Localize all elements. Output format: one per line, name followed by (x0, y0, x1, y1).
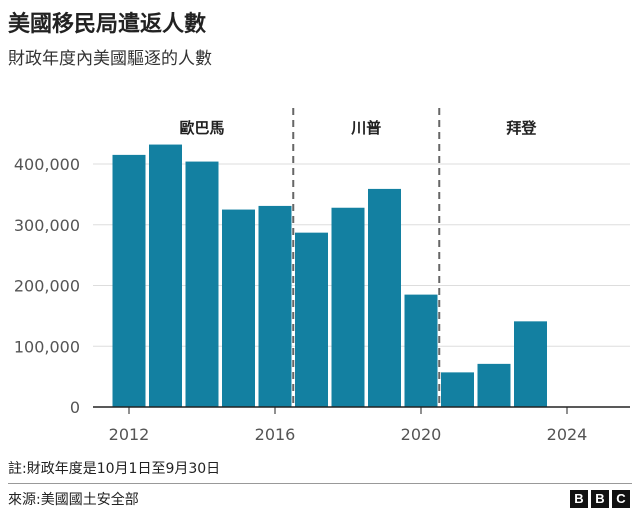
x-tick-label: 2024 (547, 425, 588, 444)
bar-2016 (258, 205, 292, 407)
y-tick-label: 100,000 (14, 337, 80, 356)
footnote: 註:財政年度是10月1日至9月30日 (8, 461, 221, 477)
period-label: 歐巴馬 (179, 119, 224, 137)
bar-2015 (222, 209, 255, 407)
bar-2017 (295, 232, 328, 407)
bar-2018 (331, 207, 365, 407)
period-label: 拜登 (506, 119, 537, 137)
bar-chart: 0 100,000 200,000 300,000 400,000 歐巴馬 川普 拜登 2012… (14, 108, 630, 444)
x-tick-label: 2016 (255, 425, 296, 444)
x-tick-label: 2012 (109, 425, 150, 444)
x-tick-label: 2020 (401, 425, 442, 444)
period-label: 川普 (350, 119, 381, 137)
y-tick-label: 300,000 (14, 216, 80, 235)
chart-subtitle: 財政年度內美國驅逐的人數 (8, 49, 212, 69)
bar-2019 (368, 188, 401, 407)
y-tick-label: 400,000 (14, 155, 80, 174)
bar-2023 (514, 321, 547, 407)
bar-2022 (477, 363, 511, 407)
bar-2021 (441, 372, 474, 407)
bar-2014 (185, 161, 219, 407)
bar-2020 (404, 294, 438, 407)
bar-2012 (112, 154, 146, 407)
y-tick-label: 0 (70, 398, 80, 417)
y-tick-label: 200,000 (14, 277, 80, 296)
source-text: 來源:美國國土安全部 (8, 492, 139, 508)
bar-2013 (149, 144, 182, 407)
chart-title: 美國移民局遣返人數 (8, 12, 207, 37)
divider (8, 483, 632, 484)
